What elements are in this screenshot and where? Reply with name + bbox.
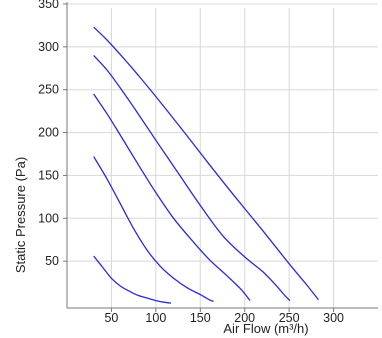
- series-lines: [94, 27, 319, 303]
- y-tick-label: 350: [38, 0, 59, 11]
- axes: [63, 2, 378, 312]
- fan-curve-line-2: [94, 55, 290, 300]
- y-tick-label: 250: [38, 83, 59, 97]
- y-tick-label: 300: [38, 40, 59, 54]
- y-tick-label: 150: [38, 168, 59, 182]
- x-axis-title: Air Flow (m³/h): [223, 321, 308, 336]
- x-tick-label: 100: [145, 311, 166, 325]
- y-tick-label: 100: [38, 211, 59, 225]
- x-tick-label: 300: [323, 311, 344, 325]
- x-tick-label: 50: [104, 311, 118, 325]
- y-tick-label: 200: [38, 126, 59, 140]
- grid: [67, 4, 378, 308]
- x-tick-label: 150: [190, 311, 211, 325]
- y-axis-title: Static Pressure (Pa): [13, 157, 28, 273]
- fan-curve-line-1: [94, 27, 319, 300]
- y-tick-label: 50: [45, 254, 59, 268]
- fan-curve-line-5: [94, 256, 171, 303]
